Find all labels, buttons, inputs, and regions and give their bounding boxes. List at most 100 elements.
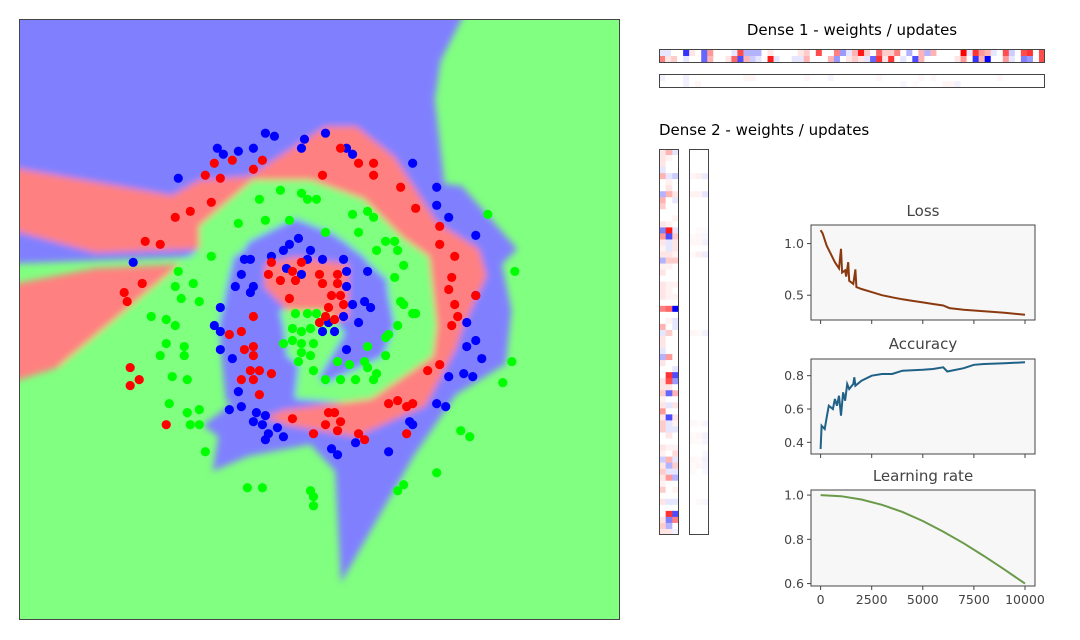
dense2-update-cell <box>695 203 703 210</box>
region-class-1-arm <box>19 126 487 437</box>
dense2-update-cell <box>695 342 703 349</box>
point-class-0 <box>278 245 289 255</box>
y-tick-label: 1.0 <box>784 236 804 251</box>
point-class-2 <box>510 266 520 277</box>
dense1-update-cell <box>773 81 780 88</box>
dense2-weight-cell <box>672 305 679 313</box>
dense2-update-cell <box>689 161 696 168</box>
dense1-update-cell <box>671 81 678 88</box>
dense2-update-cell <box>702 354 709 361</box>
dense2-update-cell <box>695 528 703 535</box>
dense2-update-cell <box>689 287 696 295</box>
dense1-update-cell <box>954 74 961 82</box>
dense2-weight-cell <box>672 311 679 319</box>
dense2-weight-cell <box>672 474 679 482</box>
dense2-update-cell <box>695 173 703 180</box>
dense2-weight-cell <box>665 372 673 379</box>
point-class-1 <box>329 314 340 325</box>
point-class-0 <box>230 281 240 292</box>
point-class-0 <box>459 368 469 379</box>
point-class-0 <box>173 173 183 183</box>
dense2-weight-cell <box>665 329 673 337</box>
dense2-update-cell <box>702 221 709 228</box>
dense1-update-cell <box>803 81 811 88</box>
point-class-0 <box>347 149 358 159</box>
dense1-update-cell <box>966 74 973 82</box>
dense1-update-cell <box>743 81 750 88</box>
dense2-update-cell <box>689 233 696 240</box>
dense2-weight-cell <box>659 299 666 307</box>
point-class-2 <box>275 185 286 195</box>
dense2-weight-cell <box>672 197 679 204</box>
dense2-update-cell <box>689 348 696 355</box>
point-class-1 <box>444 284 454 295</box>
dense1-weight-cell <box>821 49 829 57</box>
dense2-weight-cell <box>672 510 679 518</box>
dense2-weight-cell <box>659 185 666 192</box>
point-class-1 <box>435 221 445 231</box>
point-class-1 <box>335 143 346 153</box>
point-class-2 <box>302 194 313 204</box>
dense1-weight-cell <box>671 56 678 63</box>
dense1-weight-cell <box>731 49 738 57</box>
point-class-2 <box>483 209 493 219</box>
point-class-1 <box>326 290 337 301</box>
dense1-update-cell <box>815 74 823 82</box>
dense1-update-cell <box>785 74 792 82</box>
dense1-weight-cell <box>719 56 726 63</box>
dense1-update-cell <box>665 81 672 88</box>
dense1-weight-cell <box>845 56 853 63</box>
dense2-update-cell <box>702 462 709 469</box>
dense2-weight-cell <box>665 342 673 349</box>
dense2-weight-cell <box>665 173 673 180</box>
dense2-update-cell <box>695 275 703 282</box>
dense2-update-cell <box>702 245 709 252</box>
point-class-2 <box>155 350 165 361</box>
point-class-0 <box>462 341 472 352</box>
dense2-weight-cell <box>672 450 679 457</box>
dense1-update-cell <box>707 74 714 82</box>
dense2-update-cell <box>695 516 703 524</box>
dense2-weight-cell <box>659 173 666 180</box>
point-class-1 <box>122 296 132 307</box>
dense1-weight-cell <box>888 49 895 57</box>
dense2-update-cell <box>695 221 703 228</box>
dense1-weight-cell <box>906 56 913 63</box>
dense2-update-cell <box>702 450 709 457</box>
dense2-update-cell <box>689 444 696 451</box>
accuracy-chart: 0.4 0.6 0.8 <box>784 358 1036 458</box>
point-class-2 <box>320 227 331 237</box>
dense1-weight-cell <box>900 49 907 57</box>
dense1-weight-cell <box>876 49 883 57</box>
dense1-weight-cell <box>785 56 792 63</box>
dense1-update-cell <box>852 81 859 88</box>
dense1-weight-cell <box>1032 49 1040 57</box>
point-class-1 <box>471 290 481 301</box>
dense2-update-cell <box>689 251 696 258</box>
y-tick-label: 0.5 <box>784 288 804 303</box>
dense2-weight-cell <box>665 348 673 355</box>
point-class-2 <box>399 299 409 310</box>
dense1-weight-cell <box>1008 56 1016 63</box>
dense1-weight-cell <box>809 56 817 63</box>
point-class-0 <box>477 353 487 364</box>
dense2-update-cell <box>695 426 703 433</box>
dense1-weight-cell <box>1026 49 1034 57</box>
y-tick-label: 0.6 <box>784 576 804 591</box>
dense2-weight-cell <box>659 305 666 313</box>
dense2-update-cell <box>689 197 696 204</box>
dense2-weight-cell <box>659 438 666 445</box>
dense1-update-cell <box>767 81 774 88</box>
dense1-update-cell <box>918 74 925 82</box>
dense1-update-cell <box>918 81 925 88</box>
y-tick-label: 0.6 <box>784 402 804 417</box>
dense1-weight-cell <box>821 56 829 63</box>
dense2-weight-cell <box>665 528 673 535</box>
dense2-update-cell <box>702 444 709 451</box>
point-class-2 <box>173 266 183 277</box>
dense2-update-cell <box>702 378 709 385</box>
point-class-0 <box>272 423 283 433</box>
dense1-weight-cell <box>972 49 979 57</box>
dense1-weight-cell <box>659 56 666 63</box>
dense2-update-cell <box>695 414 703 421</box>
